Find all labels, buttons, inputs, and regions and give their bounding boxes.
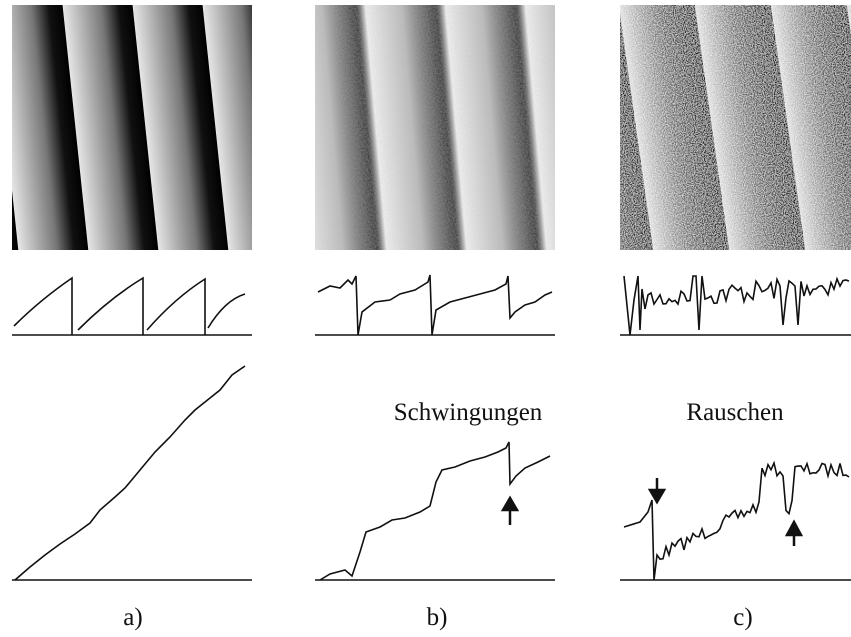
unwrapped-b: [319, 441, 551, 581]
fringe-image-a: [12, 5, 252, 250]
arrow: [500, 495, 520, 525]
panel-label: b): [427, 604, 448, 631]
unwrapped-c: [623, 460, 850, 581]
profile-c: [623, 275, 850, 336]
annotation: Rauschen: [686, 399, 784, 426]
profile-b: [317, 274, 553, 336]
arrow: [784, 519, 804, 546]
annotation: Schwingungen: [394, 399, 543, 426]
panel-label: a): [123, 604, 142, 631]
fringe-image-c: [620, 5, 851, 250]
arrow: [647, 478, 667, 505]
unwrapped-a: [14, 365, 246, 581]
profile-a: [13, 276, 246, 335]
panel-label: c): [733, 604, 752, 631]
fringe-image-b: [315, 5, 555, 250]
